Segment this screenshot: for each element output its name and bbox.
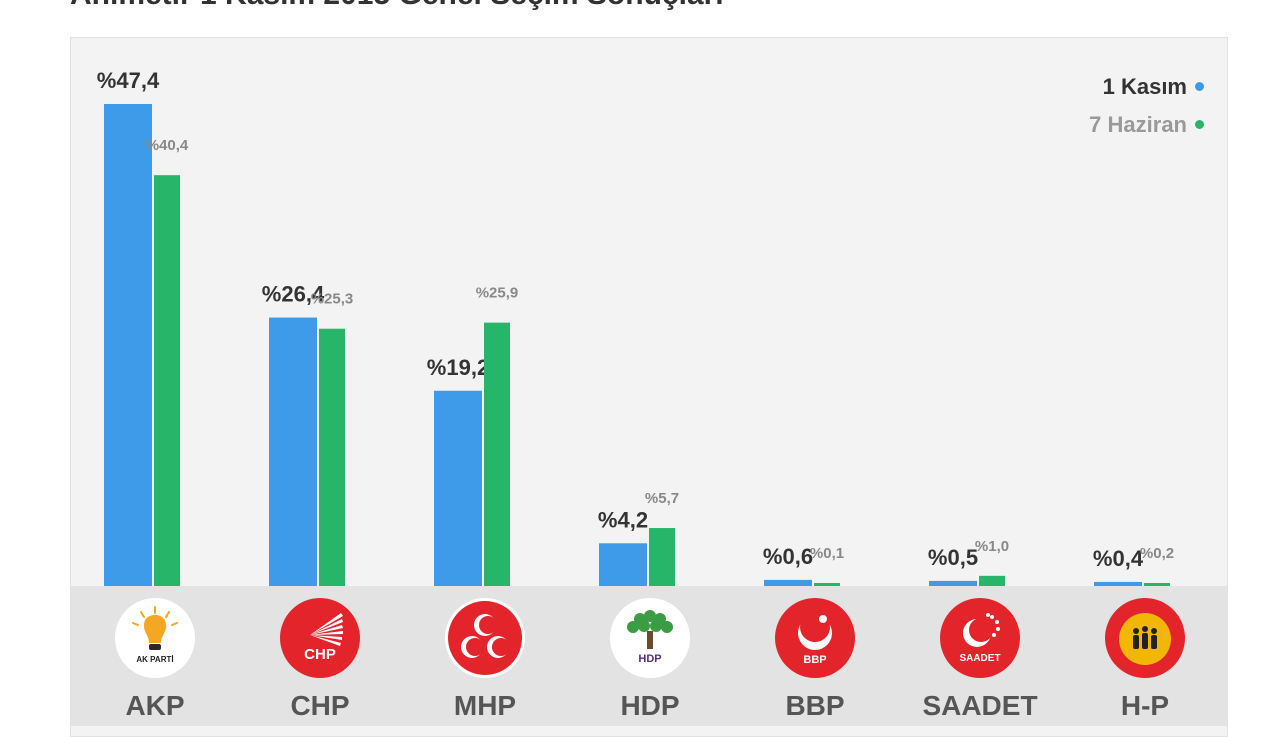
- value-label-saadet-kasim: %0,5: [928, 545, 978, 570]
- legend-dot-7-haziran: [1195, 119, 1204, 129]
- value-label-hdp-kasim: %4,2: [598, 507, 648, 532]
- value-label-chp-kasim: %26,4: [262, 282, 325, 307]
- bar-mhp-haziran: [484, 322, 510, 586]
- party-name-h-p: H-P: [1120, 690, 1170, 721]
- party-name-mhp: MHP: [453, 690, 517, 721]
- value-label-hdp-haziran: %5,7: [645, 490, 679, 507]
- bar-mhp-kasim: [434, 390, 482, 586]
- party-name-chp: CHP: [290, 690, 350, 721]
- saadet-logo-text: SAADET: [959, 653, 1000, 664]
- bar-saadet-haziran: [979, 575, 1005, 586]
- mhp-logo-icon: [444, 597, 526, 679]
- bar-chart: %47,4 %40,4 %26,4%25,3 %19,2 %25,9 %4,2%5,7 %0…: [97, 68, 1174, 586]
- akp-logo-text: AK PARTİ: [136, 655, 173, 664]
- hp-logo-icon: [1104, 597, 1186, 679]
- bar-hdp-kasim: [599, 543, 647, 586]
- legend-label-7-haziran: 7 Haziran: [1089, 112, 1187, 137]
- bar-saadet-kasim: [929, 580, 977, 586]
- chp-logo-icon: CHP: [279, 597, 361, 679]
- bbp-logo-text: BBP: [803, 654, 826, 666]
- bar-chp-kasim: [269, 317, 317, 586]
- value-label-bbp-haziran: %0,1: [810, 545, 844, 562]
- chp-logo-text: CHP: [304, 646, 336, 663]
- bar-h-p-kasim: [1094, 581, 1142, 586]
- party-name-akp: AKP: [125, 690, 185, 721]
- page-title: Anımetır 1 Kasım 2015 Genel Seçim Sonuçl…: [70, 0, 724, 12]
- bar-akp-haziran: [154, 175, 180, 586]
- value-label-h-p-haziran: %0,2: [1140, 545, 1174, 562]
- value-label-akp-haziran: %40,4: [146, 137, 189, 154]
- legend-item-7-haziran: 7 Haziran: [1089, 106, 1204, 144]
- hdp-logo-icon: HDP: [609, 597, 691, 679]
- bar-bbp-haziran: [814, 583, 840, 586]
- party-name-bbp: BBP: [785, 690, 845, 721]
- akp-logo-icon: AK PARTİ: [114, 597, 196, 679]
- legend-dot-1-kasim: [1195, 81, 1204, 91]
- bar-akp-kasim: [104, 104, 152, 586]
- bar-chp-haziran: [319, 328, 345, 586]
- hdp-logo-text: HDP: [638, 653, 661, 665]
- legend-label-1-kasim: 1 Kasım: [1102, 74, 1187, 99]
- chart-legend: 1 Kasım 7 Haziran: [1089, 68, 1204, 144]
- value-label-chp-haziran: %25,3: [311, 291, 354, 308]
- value-label-h-p-kasim: %0,4: [1093, 546, 1144, 571]
- value-label-mhp-kasim: %19,2: [427, 355, 489, 380]
- legend-item-1-kasim: 1 Kasım: [1089, 68, 1204, 106]
- party-name-hdp: HDP: [620, 690, 680, 721]
- saadet-logo-icon: SAADET: [939, 597, 1021, 679]
- value-label-mhp-haziran: %25,9: [476, 285, 519, 302]
- party-name-saadet: SAADET: [922, 690, 1038, 721]
- value-label-bbp-kasim: %0,6: [763, 544, 813, 569]
- value-label-akp-kasim: %47,4: [97, 68, 160, 93]
- bar-bbp-kasim: [764, 579, 812, 586]
- bar-hdp-haziran: [649, 528, 675, 586]
- bar-h-p-haziran: [1144, 583, 1170, 586]
- bbp-logo-icon: BBP: [774, 597, 856, 679]
- value-label-saadet-haziran: %1,0: [975, 538, 1009, 555]
